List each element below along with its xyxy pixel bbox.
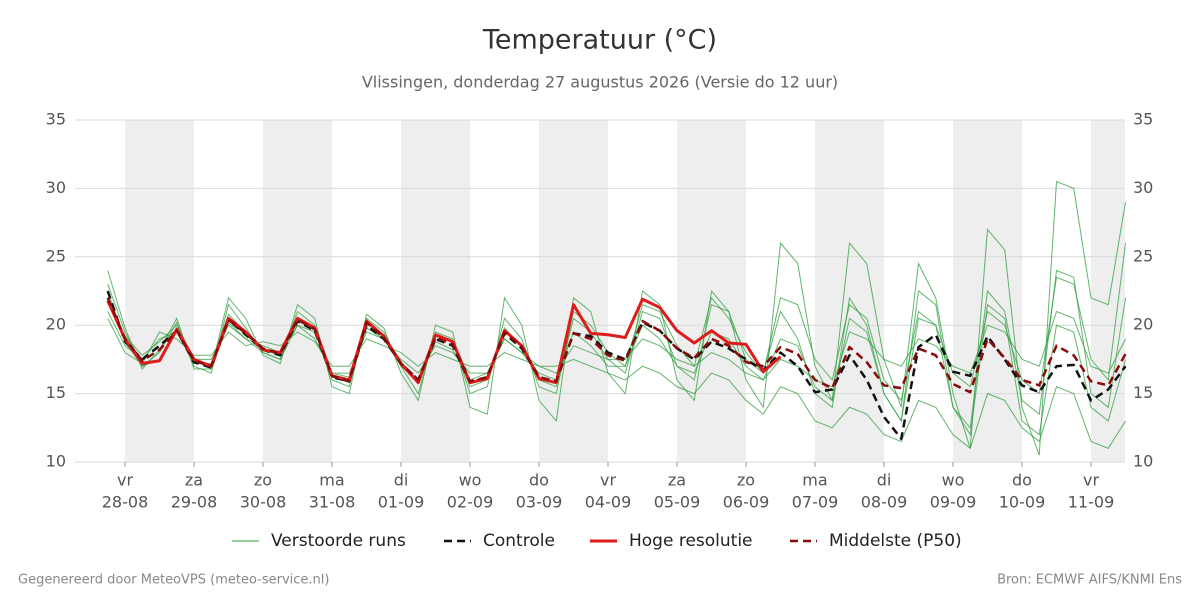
footer-left: Gegenereerd door MeteoVPS (meteo-service… xyxy=(18,573,329,588)
y-tick-label: 10 xyxy=(46,452,66,471)
y2-tick-label: 25 xyxy=(1133,246,1153,265)
day-shade xyxy=(815,120,884,462)
y-tick-label: 20 xyxy=(46,315,66,334)
legend-item: Hoge resolutie xyxy=(590,531,753,551)
y2-tick-label: 20 xyxy=(1133,315,1153,334)
y-tick-label: 25 xyxy=(46,246,66,265)
day-shade xyxy=(401,120,470,462)
x-tick-label: 30-08 xyxy=(240,493,287,512)
legend-label: Middelste (P50) xyxy=(829,531,962,551)
ensemble-line xyxy=(107,290,1126,437)
day-shade xyxy=(539,120,608,462)
x-tick-label: 06-09 xyxy=(723,493,770,512)
legend-label: Verstoorde runs xyxy=(271,531,406,551)
x-tick-weekday: zo xyxy=(254,471,272,490)
footer-right: Bron: ECMWF AIFS/KNMI Ens xyxy=(997,573,1182,588)
x-tick-label: 08-09 xyxy=(861,493,908,512)
y-tick-label: 30 xyxy=(46,178,66,197)
y2-tick-label: 10 xyxy=(1133,452,1153,471)
x-tick-label: 11-09 xyxy=(1068,493,1115,512)
x-tick-label: 28-08 xyxy=(102,493,149,512)
x-tick-weekday: za xyxy=(668,471,686,490)
x-tick-weekday: za xyxy=(185,471,203,490)
x-tick-weekday: vr xyxy=(1083,471,1099,490)
x-tick-weekday: do xyxy=(529,471,549,490)
x-tick-weekday: wo xyxy=(459,471,482,490)
day-shade xyxy=(125,120,194,462)
legend-item: Controle xyxy=(444,531,555,551)
x-tick-label: 07-09 xyxy=(792,493,839,512)
x-tick-label: 31-08 xyxy=(309,493,356,512)
y2-tick-label: 15 xyxy=(1133,383,1153,402)
chart-title: Temperatuur (°C) xyxy=(482,25,717,56)
legend-label: Controle xyxy=(483,531,555,551)
x-tick-weekday: di xyxy=(877,471,892,490)
x-tick-label: 02-09 xyxy=(447,493,494,512)
x-tick-weekday: ma xyxy=(802,471,827,490)
legend-item: Middelste (P50) xyxy=(790,531,962,551)
ensemble-line xyxy=(107,180,1126,456)
series-line xyxy=(106,290,1127,440)
ensemble-line xyxy=(107,318,1126,450)
x-tick-label: 04-09 xyxy=(585,493,632,512)
chart-subtitle: Vlissingen, donderdag 27 augustus 2026 (… xyxy=(362,73,838,92)
y-tick-label: 15 xyxy=(46,383,66,402)
x-tick-weekday: vr xyxy=(117,471,133,490)
x-tick-weekday: zo xyxy=(737,471,755,490)
y-tick-label: 35 xyxy=(46,110,66,129)
x-tick-weekday: do xyxy=(1012,471,1032,490)
x-tick-weekday: ma xyxy=(319,471,344,490)
series-line xyxy=(106,297,1127,394)
x-tick-label: 03-09 xyxy=(516,493,563,512)
x-tick-label: 29-08 xyxy=(171,493,218,512)
x-tick-label: 05-09 xyxy=(654,493,701,512)
x-tick-weekday: wo xyxy=(942,471,965,490)
x-tick-weekday: vr xyxy=(600,471,616,490)
legend-item: Verstoorde runs xyxy=(232,531,406,551)
x-tick-label: 01-09 xyxy=(378,493,425,512)
y2-tick-label: 30 xyxy=(1133,178,1153,197)
legend-label: Hoge resolutie xyxy=(629,531,753,551)
y2-tick-label: 35 xyxy=(1133,110,1153,129)
x-tick-weekday: di xyxy=(394,471,409,490)
x-tick-label: 09-09 xyxy=(930,493,977,512)
day-shade xyxy=(263,120,332,462)
x-tick-label: 10-09 xyxy=(999,493,1046,512)
